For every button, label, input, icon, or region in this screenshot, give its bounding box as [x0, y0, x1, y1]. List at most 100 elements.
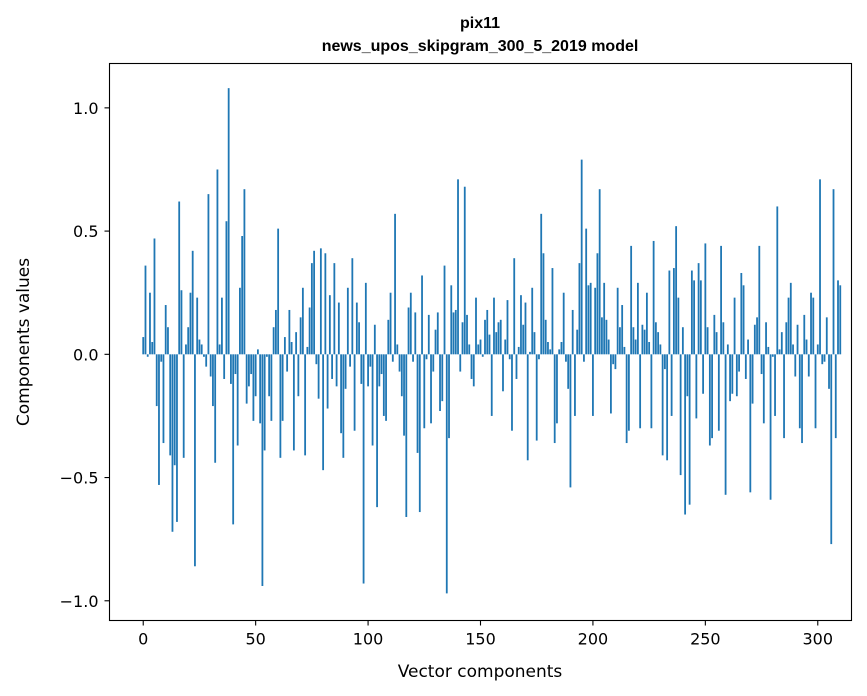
bar — [540, 213, 543, 355]
bar — [234, 354, 237, 375]
bar — [430, 354, 432, 424]
bar — [549, 349, 552, 355]
bar — [259, 354, 262, 424]
bar — [834, 354, 837, 439]
bar — [178, 201, 181, 355]
bar — [245, 354, 248, 404]
bar — [663, 354, 666, 370]
bar — [533, 332, 536, 355]
bar — [542, 253, 545, 355]
bar — [488, 334, 491, 355]
x-tick-label: 300 — [802, 630, 833, 649]
bar — [427, 314, 430, 355]
y-tick-label: 0.5 — [73, 222, 98, 241]
bar — [250, 354, 253, 375]
bar — [470, 354, 473, 379]
bar — [699, 280, 702, 355]
bar — [587, 285, 590, 355]
bar — [371, 354, 374, 446]
bar — [569, 354, 572, 488]
bar — [544, 319, 547, 355]
bar — [288, 309, 291, 355]
bar — [214, 354, 217, 463]
bar — [407, 307, 410, 355]
bar — [459, 354, 462, 372]
bar — [344, 354, 347, 389]
bar — [317, 354, 320, 399]
bar — [526, 354, 529, 461]
bar — [162, 354, 165, 444]
bar — [241, 236, 244, 355]
bar — [481, 354, 484, 357]
bar — [672, 268, 675, 355]
bar — [702, 354, 704, 394]
bar — [434, 329, 437, 355]
bar — [605, 319, 608, 355]
bar — [733, 297, 736, 355]
bar — [421, 275, 423, 355]
bar — [484, 319, 486, 355]
bar — [744, 354, 747, 379]
bar — [578, 263, 581, 355]
bar — [807, 354, 810, 377]
bar — [439, 354, 441, 412]
bar — [218, 344, 221, 355]
bar — [567, 354, 570, 389]
bar — [515, 354, 518, 379]
bar — [416, 354, 419, 453]
bar — [562, 292, 565, 355]
bar — [198, 339, 201, 355]
bar — [639, 354, 642, 429]
bar — [335, 354, 338, 387]
bar — [531, 287, 534, 355]
bar — [794, 354, 797, 377]
bar — [771, 354, 774, 357]
bar — [625, 354, 628, 444]
bar — [151, 342, 154, 355]
bar — [257, 349, 259, 355]
bar — [612, 354, 615, 365]
bar — [171, 354, 174, 532]
bar — [601, 317, 603, 355]
bar — [227, 88, 230, 355]
bar — [243, 189, 246, 355]
bar — [576, 329, 579, 355]
bar — [378, 354, 381, 387]
bar — [506, 300, 509, 355]
bar — [274, 309, 277, 355]
bar — [310, 263, 313, 355]
bar — [565, 354, 567, 362]
bar — [513, 258, 516, 355]
x-tick-label: 150 — [465, 630, 496, 649]
bar — [398, 354, 401, 372]
bar — [805, 339, 808, 355]
bar — [774, 354, 776, 416]
bar — [158, 354, 160, 485]
bar — [200, 344, 203, 355]
bar — [657, 332, 660, 355]
bar — [758, 245, 761, 355]
bar — [185, 344, 187, 355]
bar — [706, 327, 709, 355]
bar — [353, 354, 356, 431]
bar — [819, 179, 821, 355]
bar — [263, 354, 266, 451]
bar — [160, 354, 163, 362]
bar — [414, 312, 417, 355]
bar — [463, 186, 466, 355]
bar — [461, 322, 464, 355]
bar — [443, 265, 446, 355]
bar — [319, 248, 322, 355]
bar — [776, 206, 779, 355]
bar — [252, 354, 255, 421]
bar — [580, 159, 583, 355]
bar — [641, 324, 644, 355]
bar — [495, 332, 498, 355]
bar — [450, 285, 453, 355]
bar — [812, 297, 815, 355]
bar — [547, 342, 549, 355]
bar — [704, 243, 707, 355]
bar — [346, 287, 349, 355]
bar — [142, 337, 145, 355]
bar — [153, 238, 156, 355]
